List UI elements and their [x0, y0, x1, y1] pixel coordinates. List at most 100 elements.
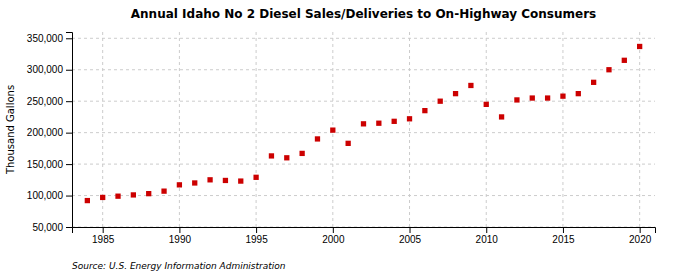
point: [376, 121, 381, 126]
grid-line-y: [72, 132, 655, 133]
point: [238, 178, 243, 183]
plot-area: 1985 1990 1995 2000 2005 2010 2015 2020 50,000 10…: [27, 32, 656, 245]
tick-label: 300,000: [27, 64, 64, 75]
tick-mark: [66, 133, 72, 134]
point: [606, 67, 611, 72]
tick: 200,000: [27, 127, 72, 138]
tick-mark: [66, 101, 72, 102]
tick-mark: [66, 196, 72, 197]
tick-label: 1995: [245, 234, 268, 245]
point: [299, 151, 304, 156]
tick: 2000: [322, 227, 345, 245]
point: [484, 102, 489, 107]
point: [269, 153, 274, 158]
grid-line-y: [72, 164, 655, 165]
point: [361, 121, 366, 126]
grid-line-x: [639, 32, 640, 227]
grid-line-x: [409, 32, 410, 227]
tick: 300,000: [27, 64, 72, 75]
grid: [72, 32, 655, 227]
tick-label: 2005: [399, 234, 422, 245]
tick: 2020: [629, 227, 652, 245]
tick: 1985: [92, 227, 115, 245]
point: [591, 80, 596, 85]
point: [284, 155, 289, 160]
grid-line-y: [72, 69, 655, 70]
grid-line-y: [72, 101, 655, 102]
point: [453, 91, 458, 96]
tick: 2015: [552, 227, 575, 245]
tick: 350,000: [27, 33, 72, 44]
axis-line: [66, 33, 73, 228]
point: [422, 108, 427, 113]
tick: 2005: [399, 227, 422, 245]
point: [622, 58, 627, 63]
point: [177, 182, 182, 187]
point: [637, 44, 642, 49]
tick-label: 150,000: [27, 159, 64, 170]
x-axis: 1985 1990 1995 2000 2005 2010 2015 2020: [73, 227, 656, 245]
tick-mark: [66, 227, 72, 228]
point: [346, 141, 351, 146]
point: [468, 83, 473, 88]
tick-mark: [256, 227, 257, 233]
tick-mark: [103, 227, 104, 233]
tick-label: 200,000: [27, 127, 64, 138]
grid-line-x: [256, 32, 257, 227]
point: [576, 91, 581, 96]
axis-line: [73, 228, 656, 234]
point: [438, 99, 443, 104]
point: [85, 198, 90, 203]
tick-mark: [66, 38, 72, 39]
tick-mark: [640, 227, 641, 233]
point: [560, 94, 565, 99]
point: [530, 95, 535, 100]
tick-mark: [410, 227, 411, 233]
tick-mark: [486, 227, 487, 233]
title: Annual Idaho No 2 Diesel Sales/Deliverie…: [131, 7, 596, 21]
tick: 1995: [245, 227, 268, 245]
tick-label: 1990: [169, 234, 192, 245]
point: [499, 114, 504, 119]
tick: 2010: [476, 227, 499, 245]
point: [100, 195, 105, 200]
tick-mark: [563, 227, 564, 233]
y-axis: 50,000 100,000 150,000 200,000 250,000 300,00…: [27, 33, 73, 233]
tick-label: 2000: [322, 234, 345, 245]
point: [131, 192, 136, 197]
point: [545, 95, 550, 100]
tick-label: 2020: [629, 234, 652, 245]
tick: 150,000: [27, 159, 72, 170]
tick-label: 2010: [476, 234, 499, 245]
source: Source: U.S. Energy Information Administ…: [72, 261, 286, 271]
point: [514, 97, 519, 102]
point: [315, 136, 320, 141]
point: [146, 191, 151, 196]
point: [330, 127, 335, 132]
points: [85, 44, 643, 203]
point: [253, 175, 258, 180]
grid-line-y: [72, 195, 655, 196]
point: [115, 194, 120, 199]
point: [161, 188, 166, 193]
point: [223, 178, 228, 183]
grid-line-x: [179, 32, 180, 227]
tick: 250,000: [27, 96, 72, 107]
tick-mark: [333, 227, 334, 233]
tick-mark: [179, 227, 180, 233]
tick-label: 2015: [552, 234, 575, 245]
tick-label: 50,000: [32, 222, 63, 233]
tick-label: 250,000: [27, 96, 64, 107]
point: [192, 180, 197, 185]
point: [207, 177, 212, 182]
tick-label: 100,000: [27, 190, 64, 201]
tick-label: 350,000: [27, 33, 64, 44]
tick: 100,000: [27, 190, 72, 201]
point: [407, 116, 412, 121]
tick-mark: [66, 70, 72, 71]
chart: 1985 1990 1995 2000 2005 2010 2015 2020 50,000 10…: [0, 0, 675, 275]
tick: 50,000: [32, 222, 72, 233]
grid-line-y: [72, 38, 655, 39]
y-axis-label: Thousand Gallons: [5, 85, 16, 175]
grid-line-x: [562, 32, 563, 227]
